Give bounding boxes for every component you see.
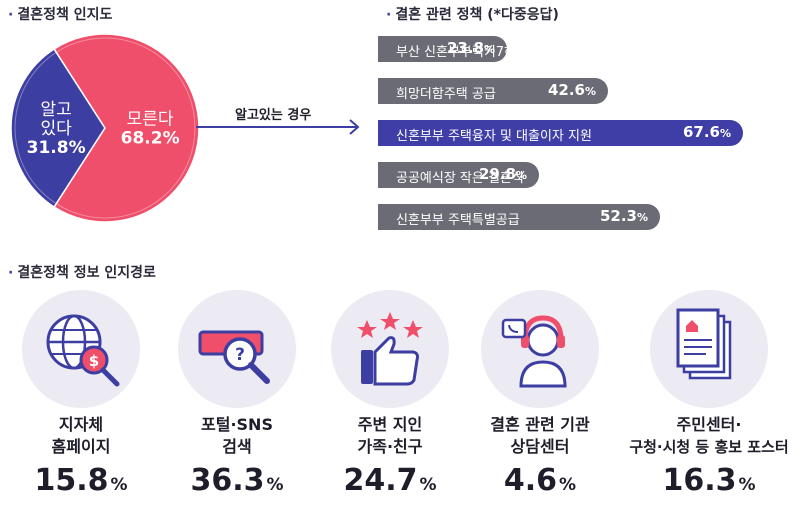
policy-bar-value: 42.6 (547, 81, 585, 99)
channel-value-number: 16.3 (662, 463, 737, 498)
awareness-title-text: 결혼정책 인지도 (17, 7, 113, 23)
channel-label-line: 포털·SNS (201, 415, 273, 434)
channel-value-unit: % (266, 475, 284, 495)
policy-bar-label: 공공예식장 작은 결혼식 (396, 171, 524, 186)
channel-label-line: 가족·친구 (357, 437, 423, 456)
policy-bar-label: 부산 신혼부부럭키7하우스 (396, 45, 540, 60)
pie-slice (53, 33, 200, 223)
policy-bar: 신혼부부 주택융자 및 대출이자 지원 67.6% (378, 120, 743, 146)
policy-bar-value: 29.8 (478, 165, 516, 183)
pie-slice-value: 68.2% (121, 129, 180, 149)
document-poster-icon (676, 308, 732, 380)
channel-value-unit: % (738, 475, 756, 495)
pie-slice (10, 47, 106, 209)
policy-bar-label: 신혼부부 주택특별공급 (396, 213, 520, 228)
policy-bar-value: 67.6 (682, 123, 720, 141)
channel-label-line: 구청·시청 등 홍보 포스터 (629, 438, 789, 456)
thumbs-up-stars-icon (357, 312, 423, 386)
channel-value: 24.7% (315, 463, 465, 498)
channel-icon-circle (650, 290, 768, 408)
channel-label-line: 주민센터· (676, 415, 742, 434)
channel-value-number: 4.6 (503, 463, 558, 498)
pie-slice-label: 있다 (40, 119, 72, 139)
svg-text:$: $ (89, 352, 99, 370)
channel-icon-circle: $ (22, 290, 140, 408)
search-bar-magnifier-icon: ? (198, 330, 270, 384)
policy-bar-unit: % (584, 85, 596, 98)
policy-bar-unit: % (515, 169, 527, 182)
channel-label-line: 홈페이지 (51, 437, 111, 456)
headset-agent-icon (501, 315, 567, 388)
policies-section-title: · 결혼 관련 정책 (*다중응답) (386, 7, 559, 23)
channel-label-line: 주변 지인 (357, 415, 423, 434)
channel-value-number: 36.3 (190, 463, 265, 498)
channel-value-unit: % (559, 475, 577, 495)
pie-inner-ring (14, 37, 196, 219)
channel-icon-circle (481, 290, 599, 408)
channel-label-line: 결혼 관련 기관 (490, 415, 590, 434)
policy-bar: 공공예식장 작은 결혼식 29.8% (378, 162, 539, 188)
channel-value: 36.3% (162, 463, 312, 498)
channel-label: 포털·SNS 검색 (162, 414, 312, 458)
channel-value: 4.6% (465, 463, 615, 498)
pie-slice-value: 31.8% (27, 138, 86, 158)
channel-label-line: 상담센터 (510, 437, 570, 456)
channel-label-line: 검색 (222, 437, 252, 456)
channel-icon-circle (331, 290, 449, 408)
awareness-section-title: · 결혼정책 인지도 (8, 7, 113, 23)
policy-bar-label: 희망더함주택 공급 (396, 87, 496, 102)
channel-value-number: 24.7 (343, 463, 418, 498)
policies-title-text: 결혼 관련 정책 (*다중응답) (395, 7, 559, 23)
channel-value: 15.8% (6, 463, 156, 498)
policy-bar-unit: % (719, 127, 731, 140)
channels-section-title: · 결혼정책 정보 인지경로 (8, 265, 156, 281)
channel-value-unit: % (110, 475, 128, 495)
policy-bar: 부산 신혼부부럭키7하우스 23.8% (378, 36, 540, 62)
arrow-label: 알고있는 경우 (235, 108, 312, 123)
globe-search-icon: $ (46, 314, 120, 387)
policy-bar-unit: % (483, 43, 495, 56)
policy-bar: 희망더함주택 공급 42.6% (378, 78, 608, 104)
pie-slice-label: 알고 (40, 100, 71, 120)
channel-label-line: 지자체 (58, 415, 104, 434)
policy-bar-unit: % (636, 211, 648, 224)
channels-title-text: 결혼정책 정보 인지경로 (17, 265, 156, 281)
policy-bar-label: 신혼부부 주택융자 및 대출이자 지원 (396, 129, 592, 144)
channel-value-number: 15.8 (34, 463, 109, 498)
channel-value-unit: % (419, 475, 437, 495)
arrow-head-icon (349, 119, 360, 135)
channel-label: 주민센터· 구청·시청 등 홍보 포스터 (629, 414, 788, 458)
svg-text:?: ? (235, 345, 245, 365)
policy-bar-value: 52.3 (599, 207, 637, 225)
channel-icon-circle: ? (178, 290, 296, 408)
channel-value: 16.3% (634, 463, 784, 498)
policy-bar-value: 23.8 (446, 39, 484, 57)
policy-bar: 신혼부부 주택특별공급 52.3% (378, 204, 660, 230)
pie-slice-label: 모른다 (127, 110, 174, 130)
